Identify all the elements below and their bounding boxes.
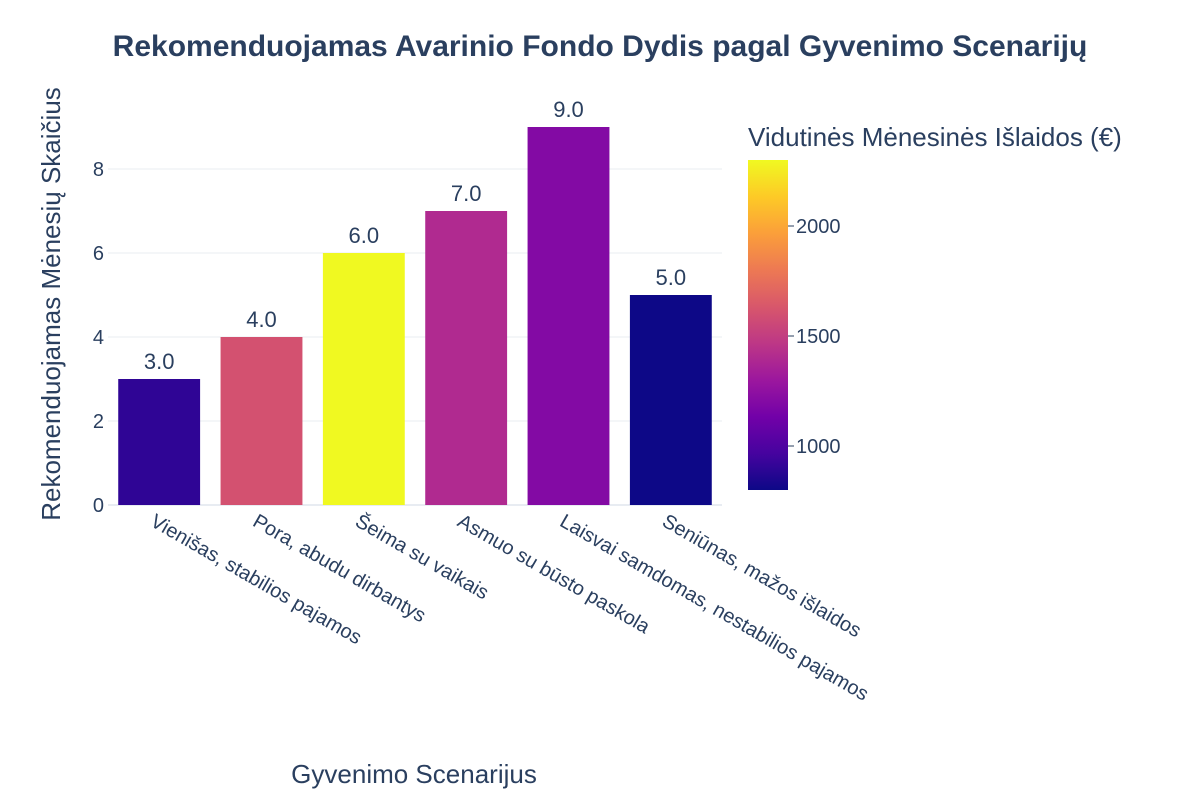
- y-axis-title: Rekomenduojamas Mėnesių Skaičius: [36, 87, 66, 521]
- bar: [118, 379, 201, 505]
- grid-layer: [108, 168, 722, 506]
- colorbar-title: Vidutinės Mėnesinės Išlaidos (€): [748, 122, 1122, 152]
- y-tick-label: 0: [93, 495, 104, 517]
- colorbar: Vidutinės Mėnesinės Išlaidos (€) 1000 150…: [748, 122, 1122, 490]
- bar: [425, 211, 508, 505]
- bar: [527, 127, 610, 505]
- bar-value-label: 5.0: [656, 265, 687, 290]
- colorbar-tick-label: 1500: [796, 326, 841, 348]
- bar-value-label: 7.0: [451, 181, 482, 206]
- colorbar-gradient: [748, 160, 788, 490]
- bar: [220, 337, 303, 505]
- x-tick-label: Pora, abudu dirbantys: [249, 510, 429, 627]
- x-axis-title: Gyvenimo Scenarijus: [291, 759, 537, 789]
- y-tick-label: 6: [93, 243, 104, 265]
- colorbar-tick-label: 2000: [796, 216, 841, 238]
- bar-value-label: 3.0: [144, 349, 175, 374]
- chart-title: Rekomenduojamas Avarinio Fondo Dydis pag…: [113, 30, 1088, 63]
- y-axis-ticks: 0 2 4 6 8: [93, 159, 104, 517]
- bar: [322, 253, 405, 505]
- bars: [118, 127, 712, 505]
- colorbar-tick-label: 1000: [796, 436, 841, 458]
- bar-value-label: 9.0: [553, 97, 584, 122]
- x-tick-label: Asmuo su būsto paskola: [454, 510, 654, 638]
- y-tick-label: 2: [93, 411, 104, 433]
- bar: [629, 295, 712, 505]
- bar-value-label: 4.0: [246, 307, 277, 332]
- colorbar-ticks: 1000 1500 2000: [788, 216, 841, 458]
- y-tick-label: 8: [93, 159, 104, 181]
- bar-value-label: 6.0: [349, 223, 380, 248]
- bar-value-labels: 3.0 4.0 6.0 7.0 9.0 5.0: [144, 97, 686, 374]
- y-tick-label: 4: [93, 327, 104, 349]
